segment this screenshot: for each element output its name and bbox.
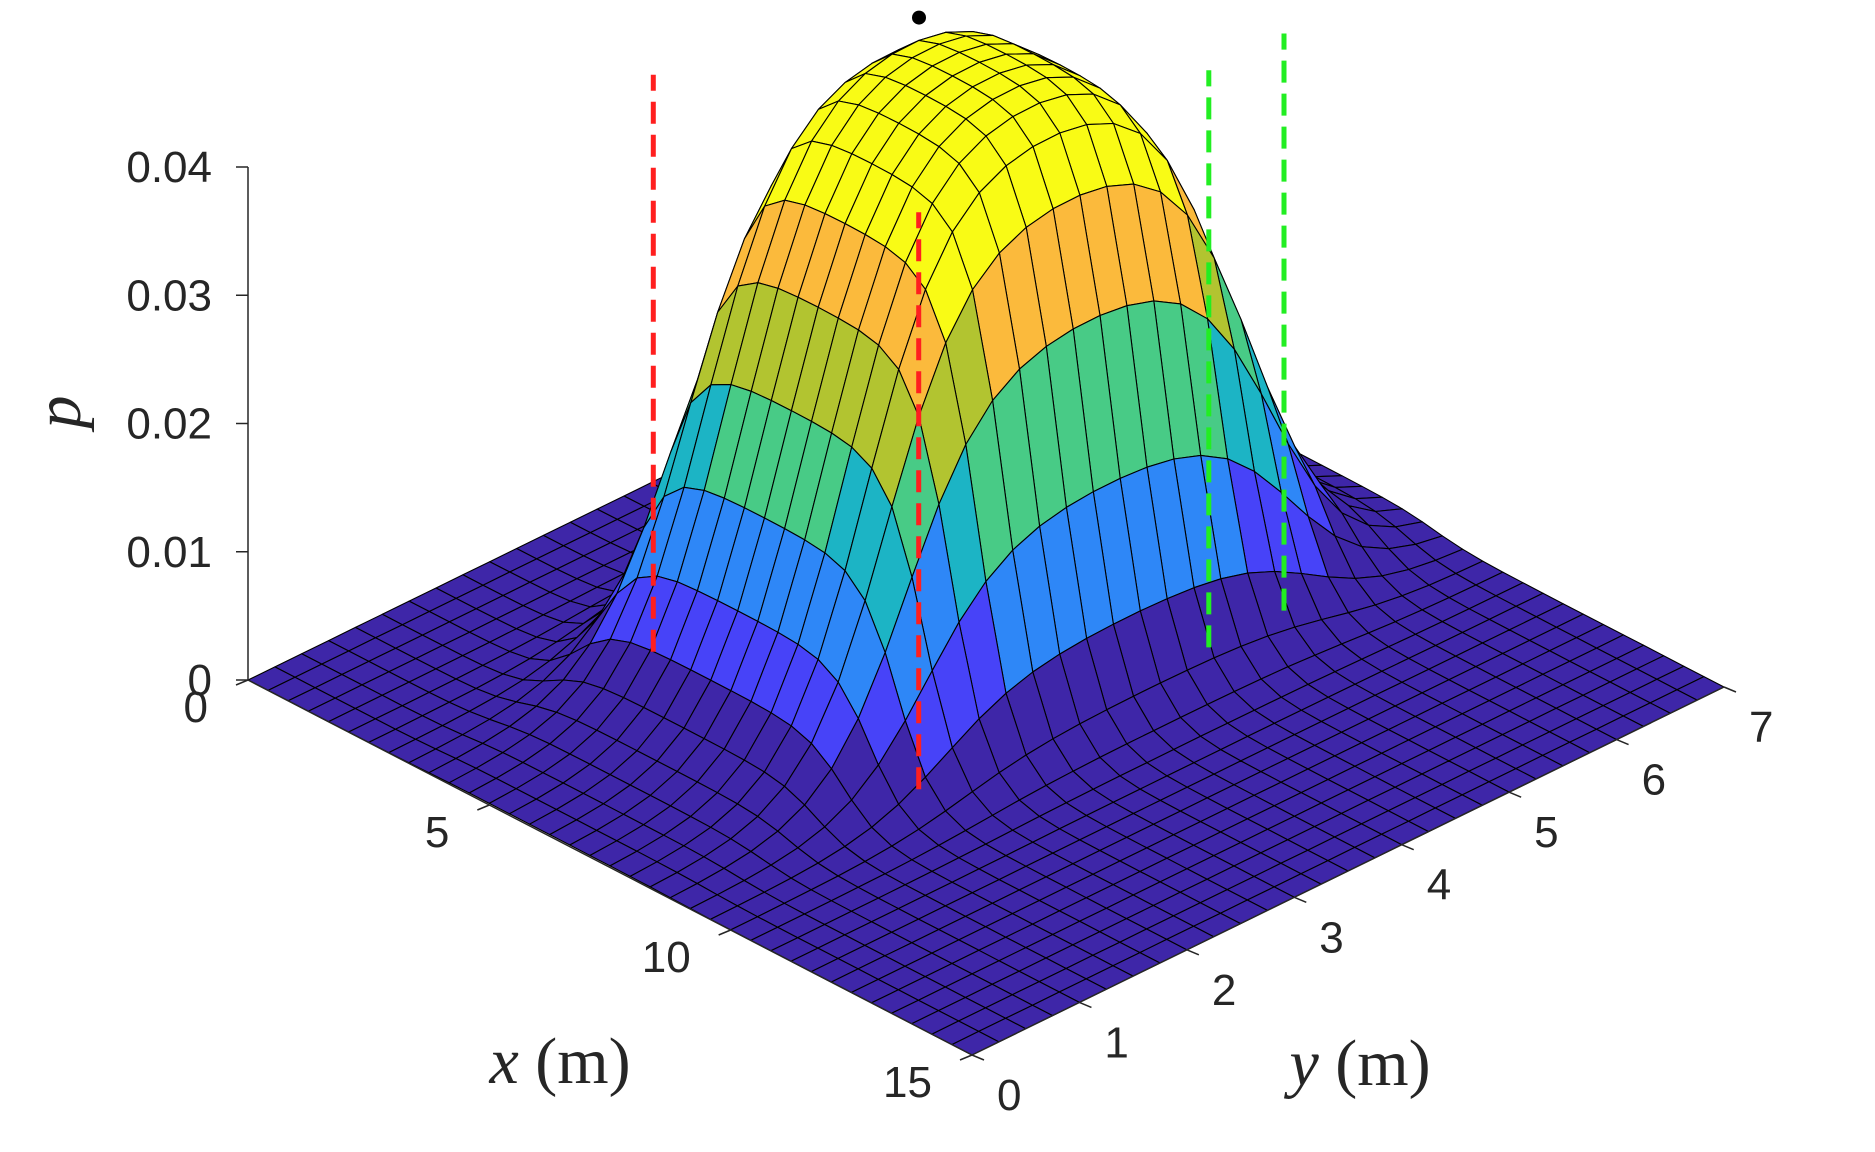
y-tick-label: 3 <box>1319 913 1343 962</box>
x-tick-mark <box>477 804 490 811</box>
x-axis-label: x (m) <box>488 1025 630 1098</box>
z-tick-label: 0.04 <box>126 143 212 192</box>
y-tick-label: 5 <box>1534 808 1558 857</box>
y-tick-label: 0 <box>997 1071 1021 1120</box>
z-axis-label: p <box>22 396 95 433</box>
z-tick-label: 0 <box>188 656 212 705</box>
y-tick-label: 7 <box>1749 703 1773 752</box>
y-tick-mark <box>1186 949 1200 956</box>
x-tick-label: 0 <box>184 683 208 732</box>
z-tick-label: 0.01 <box>126 528 212 577</box>
y-tick-label: 1 <box>1104 1018 1128 1067</box>
x-tick-label: 10 <box>642 933 691 982</box>
z-tick-label: 0.03 <box>126 271 212 320</box>
marker-layer <box>912 10 926 25</box>
axis-labels: x (m) y (m) p <box>22 396 1431 1101</box>
boundary-lines <box>650 33 1287 790</box>
y-tick-mark <box>1401 844 1415 851</box>
y-tick-mark <box>1616 738 1629 746</box>
y-tick-mark <box>1723 686 1737 693</box>
marker-point <box>912 10 926 25</box>
y-tick-mark <box>1079 1001 1092 1009</box>
z-tick-label: 0.02 <box>126 400 212 449</box>
surface <box>247 31 1725 1056</box>
y-tick-label: 4 <box>1427 861 1451 910</box>
y-axis-label: y (m) <box>1283 1027 1430 1100</box>
y-tick-label: 2 <box>1212 966 1236 1015</box>
x-tick-mark <box>718 929 731 936</box>
y-tick-mark <box>1508 791 1522 798</box>
x-axis-line <box>247 679 973 1056</box>
x-tick-mark <box>235 679 249 686</box>
x-tick-mark <box>959 1054 973 1061</box>
y-tick-mark <box>971 1054 985 1061</box>
y-tick-mark <box>1293 896 1307 903</box>
y-axis-line <box>971 686 1725 1056</box>
y-tick-label: 6 <box>1642 756 1666 805</box>
axes: 0 5 10 15 0 1 2 3 4 5 6 7 0 0.01 0.02 0.03 0.04 <box>126 143 1773 1120</box>
x-tick-label: 5 <box>425 808 449 857</box>
x-tick-label: 15 <box>883 1058 932 1107</box>
